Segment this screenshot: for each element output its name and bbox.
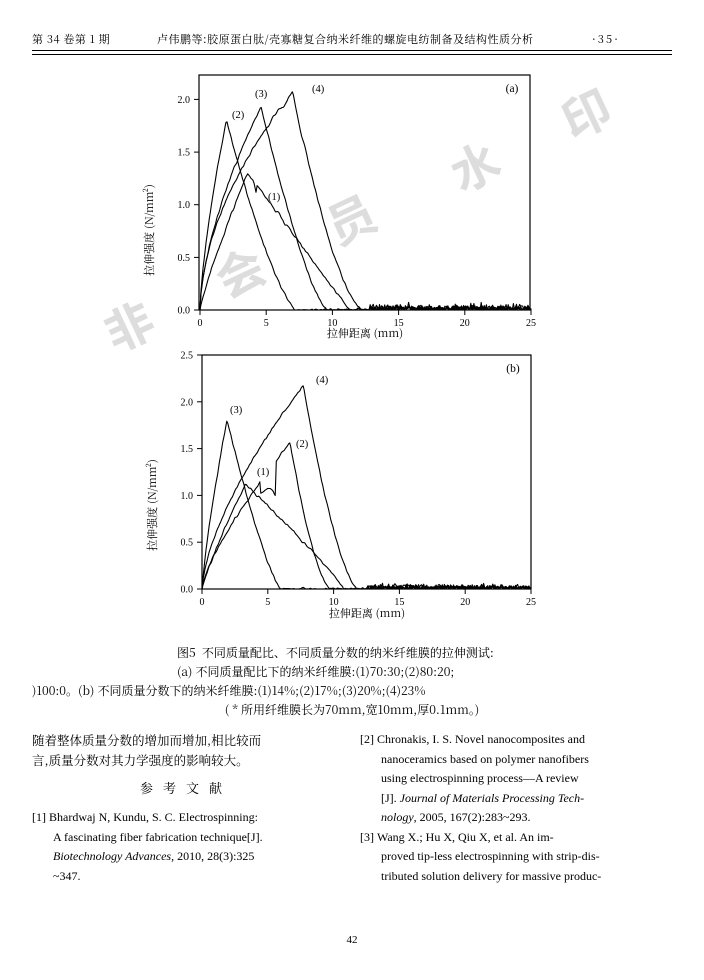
svg-text:2.0: 2.0 bbox=[181, 397, 194, 408]
svg-text:0.0: 0.0 bbox=[181, 585, 194, 596]
svg-text:(1): (1) bbox=[257, 467, 270, 478]
svg-text:(b): (b) bbox=[506, 363, 520, 375]
svg-text:1.0: 1.0 bbox=[181, 491, 194, 502]
svg-text:拉伸距离 (mm): 拉伸距离 (mm) bbox=[329, 605, 405, 621]
svg-text:(4): (4) bbox=[316, 375, 329, 386]
svg-text:0: 0 bbox=[200, 597, 205, 608]
svg-text:0.5: 0.5 bbox=[181, 538, 194, 549]
svg-text:(2): (2) bbox=[296, 439, 309, 450]
svg-text:2.5: 2.5 bbox=[181, 351, 194, 362]
svg-text:拉伸强度 (N/mm²): 拉伸强度 (N/mm²) bbox=[144, 459, 160, 551]
svg-text:(3): (3) bbox=[230, 405, 243, 416]
svg-text:20: 20 bbox=[460, 597, 470, 608]
svg-text:1.5: 1.5 bbox=[181, 444, 194, 455]
svg-text:5: 5 bbox=[265, 597, 270, 608]
svg-text:25: 25 bbox=[526, 597, 536, 608]
